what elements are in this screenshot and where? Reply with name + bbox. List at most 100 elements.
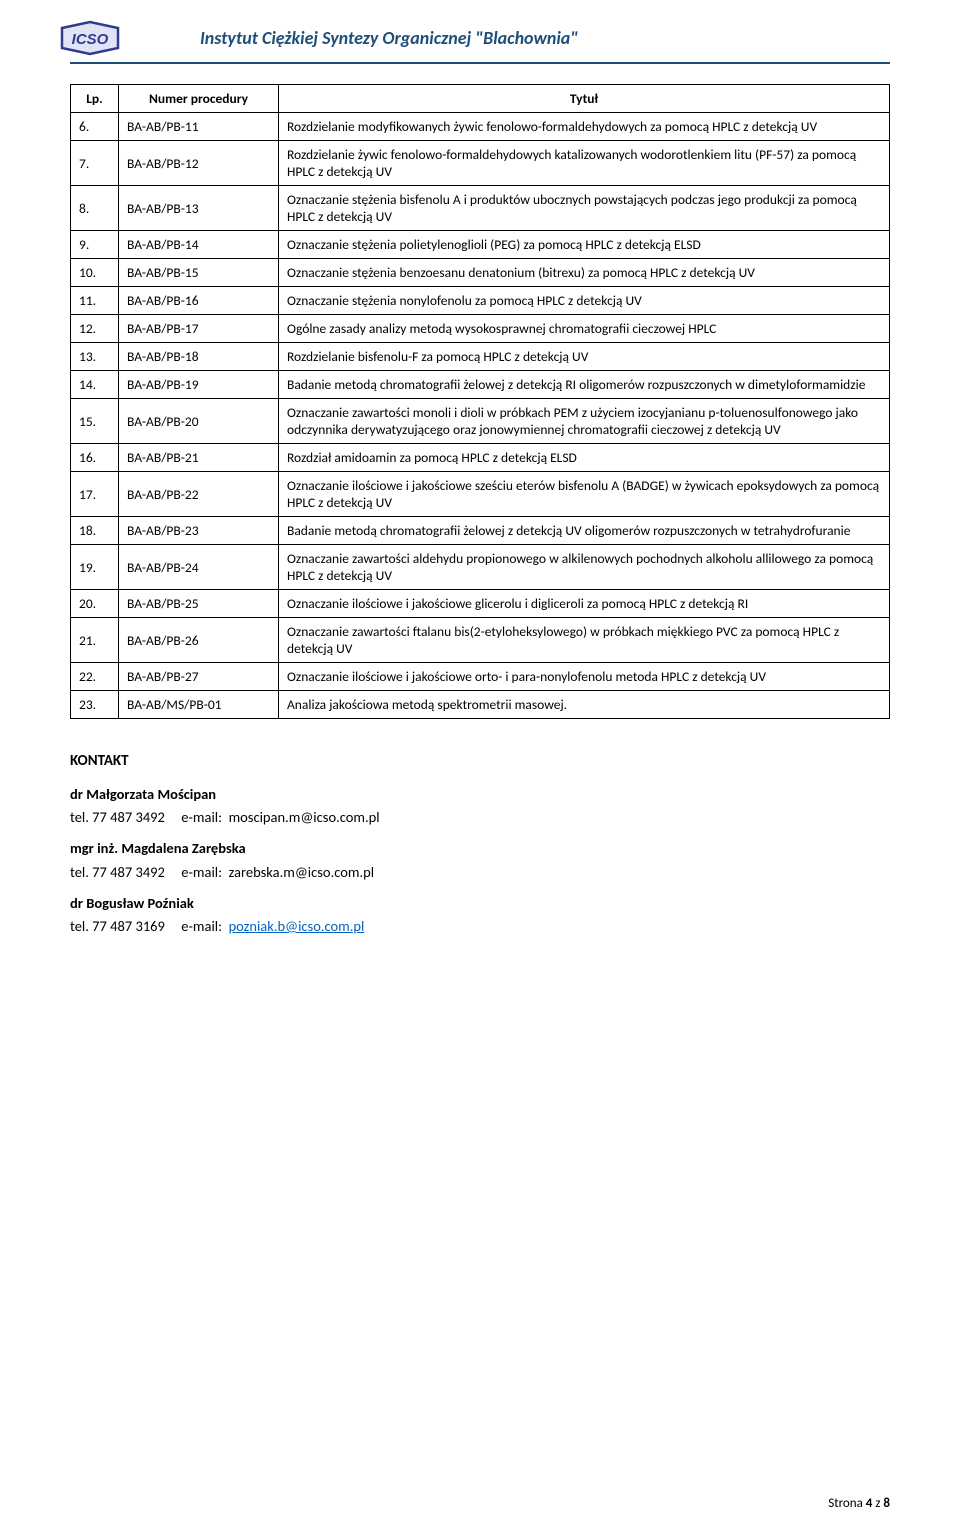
cell-procedure-number: BA-AB/PB-21 [119, 444, 279, 472]
cell-title: Ogólne zasady analizy metodą wysokospraw… [279, 315, 890, 343]
contact-email-label: e-mail: [181, 863, 228, 881]
contact-email: moscipan.m@icso.com.pl [229, 808, 380, 826]
contact-line: tel. 77 487 3169 e-mail: pozniak.b@icso.… [70, 915, 890, 938]
cell-lp: 15. [71, 399, 119, 444]
cell-lp: 20. [71, 590, 119, 618]
cell-lp: 17. [71, 472, 119, 517]
page-footer: Strona 4 z 8 [828, 1496, 890, 1511]
cell-title: Oznaczanie ilościowe i jakościowe orto- … [279, 663, 890, 691]
cell-procedure-number: BA-AB/PB-24 [119, 545, 279, 590]
contact-name: mgr inż. Magdalena Zarębska [70, 837, 890, 860]
cell-lp: 13. [71, 343, 119, 371]
cell-title: Oznaczanie stężenia bisfenolu A i produk… [279, 186, 890, 231]
table-row: 19.BA-AB/PB-24Oznaczanie zawartości alde… [71, 545, 890, 590]
table-row: 23.BA-AB/MS/PB-01Analiza jakościowa meto… [71, 691, 890, 719]
cell-lp: 11. [71, 287, 119, 315]
cell-lp: 23. [71, 691, 119, 719]
contact-tel: tel. 77 487 3492 [70, 808, 165, 826]
table-row: 12.BA-AB/PB-17Ogólne zasady analizy meto… [71, 315, 890, 343]
cell-procedure-number: BA-AB/PB-14 [119, 231, 279, 259]
cell-title: Badanie metodą chromatografii żelowej z … [279, 371, 890, 399]
svg-text:ICSO: ICSO [72, 31, 109, 48]
table-row: 18.BA-AB/PB-23Badanie metodą chromatogra… [71, 517, 890, 545]
col-header-num: Numer procedury [119, 85, 279, 113]
table-row: 13.BA-AB/PB-18Rozdzielanie bisfenolu-F z… [71, 343, 890, 371]
cell-title: Rozdział amidoamin za pomocą HPLC z dete… [279, 444, 890, 472]
cell-lp: 10. [71, 259, 119, 287]
cell-title: Oznaczanie zawartości monoli i dioli w p… [279, 399, 890, 444]
cell-procedure-number: BA-AB/PB-19 [119, 371, 279, 399]
table-row: 6.BA-AB/PB-11Rozdzielanie modyfikowanych… [71, 113, 890, 141]
icso-logo-icon: ICSO [60, 20, 120, 56]
table-header-row: Lp. Numer procedury Tytuł [71, 85, 890, 113]
contact-email: zarebska.m@icso.com.pl [229, 863, 375, 881]
cell-procedure-number: BA-AB/PB-17 [119, 315, 279, 343]
table-row: 9.BA-AB/PB-14Oznaczanie stężenia poliety… [71, 231, 890, 259]
cell-procedure-number: BA-AB/PB-25 [119, 590, 279, 618]
cell-lp: 14. [71, 371, 119, 399]
cell-lp: 7. [71, 141, 119, 186]
cell-title: Rozdzielanie bisfenolu-F za pomocą HPLC … [279, 343, 890, 371]
cell-title: Oznaczanie stężenia benzoesanu denatoniu… [279, 259, 890, 287]
cell-title: Analiza jakościowa metodą spektrometrii … [279, 691, 890, 719]
table-row: 16.BA-AB/PB-21Rozdział amidoamin za pomo… [71, 444, 890, 472]
cell-procedure-number: BA-AB/PB-12 [119, 141, 279, 186]
contact-line: tel. 77 487 3492 e-mail: moscipan.m@icso… [70, 806, 890, 829]
procedures-table: Lp. Numer procedury Tytuł 6.BA-AB/PB-11R… [70, 84, 890, 719]
cell-lp: 19. [71, 545, 119, 590]
cell-procedure-number: BA-AB/PB-11 [119, 113, 279, 141]
cell-lp: 18. [71, 517, 119, 545]
table-row: 7.BA-AB/PB-12Rozdzielanie żywic fenolowo… [71, 141, 890, 186]
table-row: 20.BA-AB/PB-25Oznaczanie ilościowe i jak… [71, 590, 890, 618]
cell-procedure-number: BA-AB/PB-27 [119, 663, 279, 691]
table-row: 17.BA-AB/PB-22Oznaczanie ilościowe i jak… [71, 472, 890, 517]
contact-email-label: e-mail: [181, 917, 228, 935]
cell-procedure-number: BA-AB/PB-26 [119, 618, 279, 663]
cell-lp: 9. [71, 231, 119, 259]
table-row: 15.BA-AB/PB-20Oznaczanie zawartości mono… [71, 399, 890, 444]
contact-line: tel. 77 487 3492 e-mail: zarebska.m@icso… [70, 861, 890, 884]
cell-title: Oznaczanie zawartości aldehydu propionow… [279, 545, 890, 590]
cell-procedure-number: BA-AB/PB-16 [119, 287, 279, 315]
cell-lp: 22. [71, 663, 119, 691]
cell-lp: 6. [71, 113, 119, 141]
page: ICSO Instytut Ciężkiej Syntezy Organiczn… [0, 0, 960, 1536]
contact-tel: tel. 77 487 3492 [70, 863, 165, 881]
cell-procedure-number: BA-AB/PB-23 [119, 517, 279, 545]
cell-lp: 12. [71, 315, 119, 343]
cell-procedure-number: BA-AB/PB-18 [119, 343, 279, 371]
col-header-lp: Lp. [71, 85, 119, 113]
cell-lp: 21. [71, 618, 119, 663]
cell-procedure-number: BA-AB/PB-15 [119, 259, 279, 287]
page-header: ICSO Instytut Ciężkiej Syntezy Organiczn… [70, 20, 890, 64]
footer-mid: z [872, 1496, 883, 1511]
table-row: 14.BA-AB/PB-19Badanie metodą chromatogra… [71, 371, 890, 399]
contact-tel: tel. 77 487 3169 [70, 917, 165, 935]
cell-title: Oznaczanie stężenia nonylofenolu za pomo… [279, 287, 890, 315]
cell-procedure-number: BA-AB/MS/PB-01 [119, 691, 279, 719]
footer-prefix: Strona [828, 1496, 866, 1511]
header-title: Instytut Ciężkiej Syntezy Organicznej "B… [140, 27, 890, 49]
table-row: 10.BA-AB/PB-15Oznaczanie stężenia benzoe… [71, 259, 890, 287]
table-row: 21.BA-AB/PB-26Oznaczanie zawartości ftal… [71, 618, 890, 663]
table-row: 22.BA-AB/PB-27Oznaczanie ilościowe i jak… [71, 663, 890, 691]
cell-title: Rozdzielanie modyfikowanych żywic fenolo… [279, 113, 890, 141]
cell-title: Oznaczanie ilościowe i jakościowe glicer… [279, 590, 890, 618]
cell-lp: 16. [71, 444, 119, 472]
cell-title: Oznaczanie stężenia polietylenoglioli (P… [279, 231, 890, 259]
contact-email-link[interactable]: pozniak.b@icso.com.pl [229, 917, 365, 935]
cell-title: Oznaczanie zawartości ftalanu bis(2-etyl… [279, 618, 890, 663]
cell-title: Rozdzielanie żywic fenolowo-formaldehydo… [279, 141, 890, 186]
cell-title: Oznaczanie ilościowe i jakościowe sześci… [279, 472, 890, 517]
table-row: 8.BA-AB/PB-13Oznaczanie stężenia bisfeno… [71, 186, 890, 231]
cell-title: Badanie metodą chromatografii żelowej z … [279, 517, 890, 545]
contact-heading: KONTAKT [70, 749, 890, 773]
cell-lp: 8. [71, 186, 119, 231]
contact-section: KONTAKT dr Małgorzata Mościpantel. 77 48… [70, 749, 890, 938]
contact-email-label: e-mail: [181, 808, 228, 826]
col-header-title: Tytuł [279, 85, 890, 113]
cell-procedure-number: BA-AB/PB-13 [119, 186, 279, 231]
footer-total-pages: 8 [883, 1496, 890, 1511]
contact-name: dr Bogusław Poźniak [70, 892, 890, 915]
contact-name: dr Małgorzata Mościpan [70, 783, 890, 806]
